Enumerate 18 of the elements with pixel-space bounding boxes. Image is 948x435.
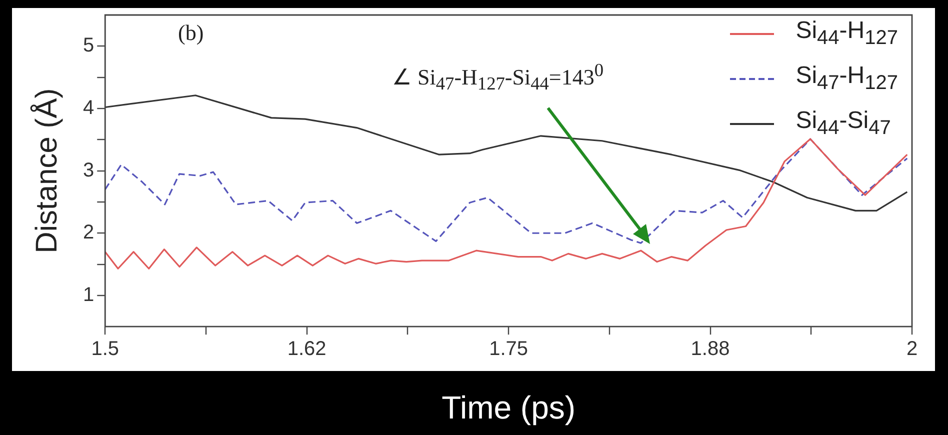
annotation: ∠ Si$_{47}$-H$_{127}$-Si$_{44}$=143$^{0}$ (392, 60, 604, 95)
y-tick-label: 2 (83, 222, 94, 244)
x-axis-title: Time (ps) (442, 390, 576, 426)
x-tick-label: 2 (906, 338, 918, 360)
x-tick-label: 1.5 (91, 338, 120, 360)
legend-label: Si$_{47}$-H$_{127}$ (796, 60, 898, 96)
y-tick-label: 1 (83, 284, 94, 306)
y-axis-title: Distance (Å) (29, 88, 64, 254)
legend-label: Si$_{44}$-H$_{127}$ (796, 16, 898, 51)
x-tick-label: 1.62 (287, 338, 326, 360)
legend-label: Si$_{44}$-Si$_{47}$ (796, 106, 891, 140)
line-series (105, 138, 908, 244)
x-tick-label: 1.75 (489, 338, 528, 360)
y-tick-label: 5 (83, 34, 94, 57)
x-tick-label: 1.88 (690, 338, 730, 360)
annotation: (b) (178, 20, 204, 46)
y-tick-label: 4 (83, 96, 94, 119)
y-tick-label: 3 (83, 159, 94, 182)
